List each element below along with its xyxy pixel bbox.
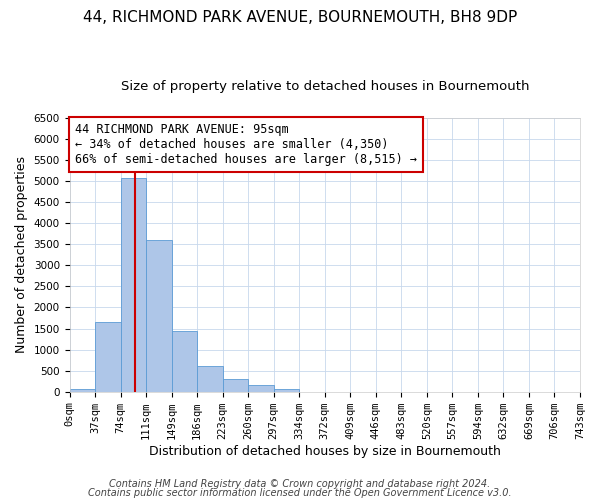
Title: Size of property relative to detached houses in Bournemouth: Size of property relative to detached ho… [121,80,529,93]
Bar [95,322,121,392]
Bar [197,366,223,392]
Bar [70,389,95,392]
Bar [146,240,172,392]
Text: Contains public sector information licensed under the Open Government Licence v3: Contains public sector information licen… [88,488,512,498]
X-axis label: Distribution of detached houses by size in Bournemouth: Distribution of detached houses by size … [149,444,501,458]
Bar [223,379,248,392]
Bar [172,332,197,392]
Bar [121,178,146,392]
Text: 44, RICHMOND PARK AVENUE, BOURNEMOUTH, BH8 9DP: 44, RICHMOND PARK AVENUE, BOURNEMOUTH, B… [83,10,517,25]
Text: 44 RICHMOND PARK AVENUE: 95sqm
← 34% of detached houses are smaller (4,350)
66% : 44 RICHMOND PARK AVENUE: 95sqm ← 34% of … [74,124,416,166]
Y-axis label: Number of detached properties: Number of detached properties [15,156,28,353]
Bar [248,386,274,392]
Bar [274,389,299,392]
Text: Contains HM Land Registry data © Crown copyright and database right 2024.: Contains HM Land Registry data © Crown c… [109,479,491,489]
